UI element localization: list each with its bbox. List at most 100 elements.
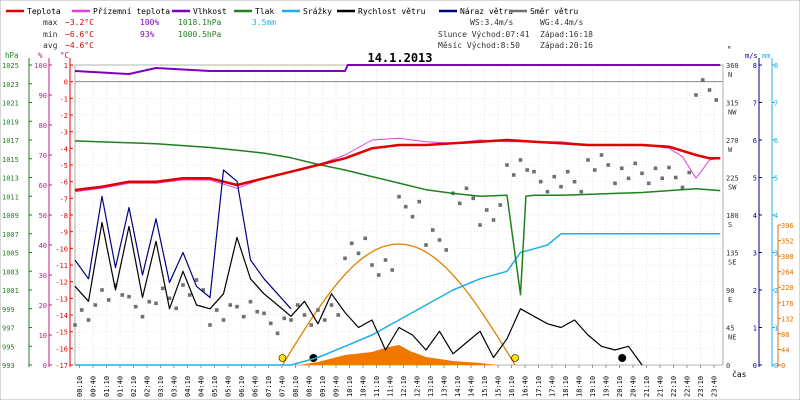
wind-direction-point [194, 278, 199, 282]
wind-direction-point [586, 158, 590, 162]
wind-direction-point [471, 196, 476, 201]
wind-direction-point [484, 208, 489, 212]
humidity-tick-label: 60 [39, 182, 47, 190]
wind-direction-point [640, 171, 644, 176]
x-tick-label: 16:40 [522, 376, 530, 397]
x-tick-label: 17:40 [549, 376, 557, 397]
pressure-tick-label: 1011 [2, 193, 19, 201]
stats-max-label: max [43, 18, 58, 27]
pressure-tick-label: 1021 [2, 100, 19, 108]
wind-direction-point [606, 163, 611, 167]
pressure-tick-label: 1019 [2, 118, 19, 126]
wind-direction-point [214, 308, 219, 312]
wind-direction-point [694, 93, 698, 97]
stats-min-temp: −6.6°C [65, 30, 94, 39]
rain-tick-label: 8 [774, 62, 778, 70]
wind-direction-point [255, 309, 260, 314]
sun-set: Západ:16:18 [540, 30, 593, 39]
solar-radiation-area [299, 345, 497, 365]
radiation-tick-label: 308 [781, 253, 794, 261]
wind-direction-point [376, 273, 381, 277]
wind-direction-point [444, 248, 449, 252]
wind-tick-label: 6 [753, 137, 757, 145]
wind-direction-point [707, 88, 712, 92]
direction-tick-label: 225 [726, 175, 739, 183]
temperature-tick-label: -10 [55, 245, 68, 253]
x-tick-label: 00:10 [76, 376, 84, 397]
humidity-tick-label: 0 [43, 362, 47, 370]
temperature-tick-label: 1 [64, 62, 68, 70]
series-line [74, 138, 721, 192]
wind-direction-point [370, 263, 374, 267]
wind-direction-point [646, 181, 651, 186]
radiation-tick-label: 132 [781, 315, 794, 323]
rain-tick-label: 1 [774, 325, 778, 333]
humidity-tick-label: 70 [39, 152, 47, 160]
wind-tick-label: 1 [753, 325, 757, 333]
wind-direction-point [424, 243, 428, 247]
wind-direction-point [201, 288, 206, 292]
x-tick-label: 02:10 [130, 376, 138, 397]
wind-direction-point [518, 158, 523, 162]
wind-direction-point [403, 204, 408, 209]
sunrise-marker [278, 354, 287, 362]
moon-set: Západ:20:16 [540, 41, 593, 50]
temperature-tick-label: -3 [60, 129, 68, 137]
wind-direction-point [410, 214, 415, 219]
wind-direction-point [221, 318, 226, 322]
stats-avg-temp: −4.6°C [65, 41, 94, 50]
x-tick-label: 06:40 [252, 376, 260, 397]
stats-block: max −3.2°C 100% 1018.1hPa 3.5mm min −6.6… [43, 18, 276, 50]
plot-area [73, 64, 721, 366]
axes: 00:10 00:40 01:10 01:40 02:10 02:40 03:10 03:40… [2, 45, 794, 397]
wind-direction-point [228, 303, 233, 307]
x-tick-label: 08:40 [306, 376, 314, 397]
rain-tick-label: 2 [774, 287, 778, 295]
rain-tick-label: 3 [774, 250, 778, 258]
ws-value: WS:3.4m/s [470, 18, 514, 27]
rain-tick-label: 5 [774, 175, 778, 183]
wind-direction-point [619, 166, 624, 171]
wind-direction-point [532, 169, 536, 174]
wind-direction-point [565, 169, 570, 174]
wind-direction-point [545, 189, 550, 194]
wind-direction-point [491, 218, 496, 222]
x-tick-label: 01:10 [103, 376, 111, 397]
x-tick-label: 02:40 [144, 376, 152, 397]
wind-direction-point [73, 323, 77, 327]
x-tick-label: 19:40 [603, 376, 611, 397]
stats-avg-label: avg [43, 41, 58, 50]
legend: Teplota Přízemní teplota Vlhkost Tlak Srážky… [6, 7, 578, 16]
temperature-tick-label: -12 [55, 279, 68, 287]
wind-direction-point [572, 179, 577, 184]
wind-tick-label: 0 [753, 362, 757, 370]
temperature-tick-label: -14 [55, 312, 68, 320]
x-tick-label: 06:10 [238, 376, 246, 397]
temperature-tick-label: -5 [60, 162, 68, 170]
x-tick-label: 03:40 [171, 376, 179, 397]
series-line [74, 140, 721, 296]
legend-label: Směr větru [530, 7, 578, 16]
wind-direction-point [100, 288, 104, 292]
sunset-marker [511, 354, 519, 362]
x-tick-label: 13:10 [427, 376, 435, 397]
x-tick-label: 05:10 [211, 376, 219, 397]
x-tick-label: 05:40 [225, 376, 233, 397]
wg-value: WG:4.4m/s [540, 18, 584, 27]
legend-label: Rychlost větru [358, 7, 426, 16]
wind-direction-point [559, 184, 563, 189]
temperature-tick-label: -15 [55, 329, 68, 337]
wind-direction-point [262, 311, 266, 316]
wind-direction-point [302, 313, 307, 317]
x-tick-label: 22:10 [670, 376, 678, 397]
x-tick-label: 23:10 [697, 376, 705, 397]
wind-direction-point [133, 304, 138, 309]
wind-direction-point [626, 176, 631, 181]
direction-tick-label: 45 [726, 325, 734, 333]
temperature-tick-label: -13 [55, 295, 68, 303]
direction-tick-label: E [728, 296, 732, 304]
humidity-tick-label: 10 [39, 332, 47, 340]
direction-tick-label: 90 [726, 287, 734, 295]
